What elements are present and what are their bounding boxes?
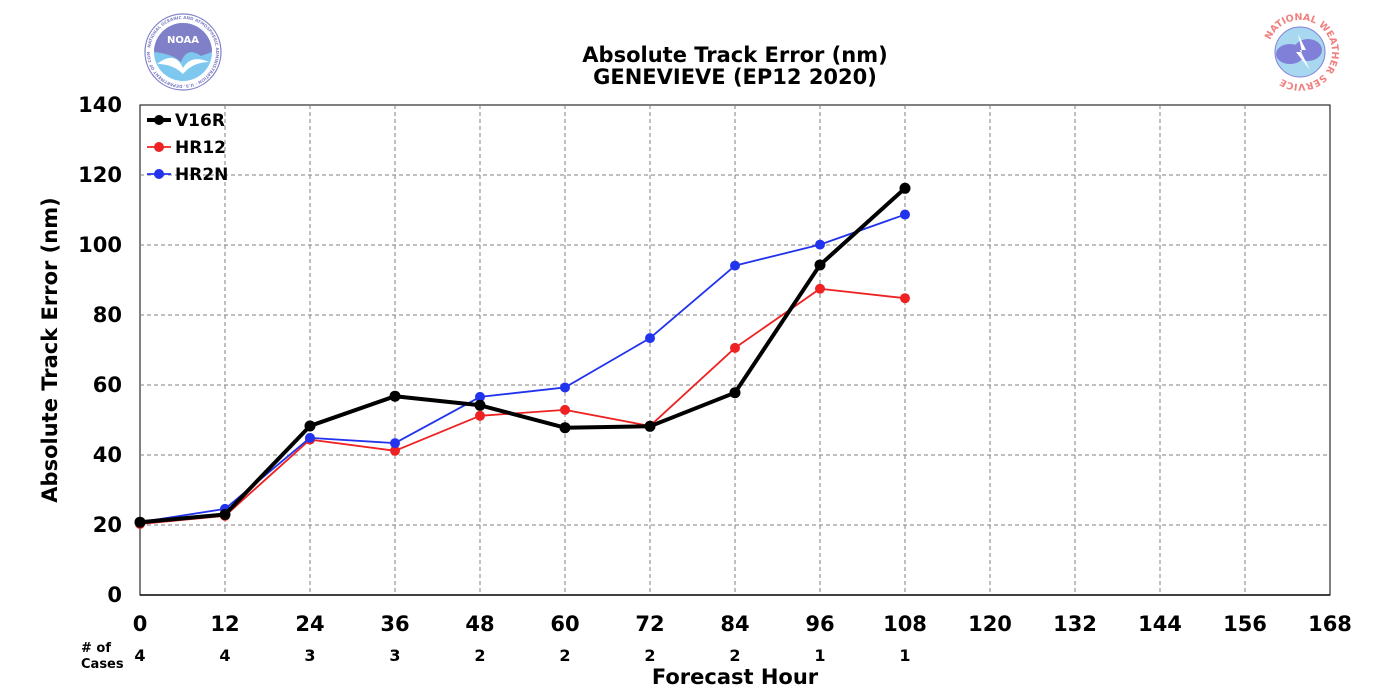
x-tick-label: 132 [1053,612,1097,636]
noaa-logo-text: NOAA [167,35,199,46]
chart-subtitle: GENEVIEVE (EP12 2020) [593,65,877,89]
y-tick-label: 40 [93,443,122,467]
series-hr2n [135,209,910,528]
data-point-hr2n [815,239,825,250]
legend: V16R HR12 HR2N [147,111,228,185]
x-tick-label: 48 [465,612,494,636]
data-point-hr2n [560,382,570,393]
cases-label-line1: # of [81,641,111,656]
data-point-hr2n [475,391,485,402]
data-point-v16r [134,516,146,528]
y-tick-label: 140 [78,93,122,117]
legend-swatch-marker [154,142,164,152]
data-point-hr12 [390,445,400,456]
y-tick-labels: 0 20 40 60 80 100 120 140 [78,93,122,607]
x-tick-label: 168 [1308,612,1352,636]
case-count: 1 [899,646,910,665]
x-tick-labels: 0 12 24 36 48 60 72 84 96 108 120 132 144 156 168 [133,612,1352,636]
series-line-v16r [139,186,907,525]
nws-logo-lightning-icon [1296,34,1310,70]
case-count: 2 [474,646,485,665]
series-line-hr12 [139,287,906,525]
series-lines [134,182,911,529]
cases-label-line2: Cases [81,657,124,672]
case-count: 2 [729,646,740,665]
case-count: 2 [559,646,570,665]
data-point-v16r [389,390,401,402]
data-point-hr12 [815,283,825,294]
legend-item-v16r: V16R [147,111,225,131]
legend-item-hr12: HR12 [147,138,226,158]
data-point-v16r [814,259,826,271]
x-axis-label: Forecast Hour [652,665,819,689]
data-point-hr12 [730,342,740,353]
x-tick-label: 60 [550,612,579,636]
data-point-hr2n [390,438,400,449]
y-tick-label: 100 [78,233,122,257]
y-axis-label: Absolute Track Error (nm) [38,197,62,502]
legend-swatch-marker [154,115,164,125]
legend-label: HR2N [175,165,228,185]
x-tick-label: 96 [805,612,834,636]
series-line-hr2n [139,213,906,524]
x-tick-label: 0 [133,612,148,636]
legend-label: HR12 [175,138,226,158]
data-point-v16r [304,420,316,432]
data-point-v16r [644,420,656,432]
noaa-logo: NATIONAL OCEANIC AND ATMOSPHERIC ADMINIS… [144,13,222,91]
legend-label: V16R [175,111,225,131]
data-point-hr2n [730,260,740,271]
data-point-hr12 [560,404,570,415]
x-tick-label: 84 [720,612,749,636]
x-tick-label: 24 [295,612,324,636]
data-point-hr2n [645,333,655,344]
data-point-hr12 [900,293,910,304]
y-tick-label: 0 [107,583,122,607]
x-tick-label: 12 [210,612,239,636]
y-tick-label: 120 [78,163,122,187]
cases-counts: 4 4 3 3 2 2 2 2 1 1 [134,646,910,665]
y-tick-label: 60 [93,373,122,397]
noaa-logo-bird-icon [157,57,209,74]
series-v16r [134,182,911,528]
data-point-v16r [559,422,571,434]
y-tick-label: 80 [93,303,122,327]
data-point-v16r [899,182,911,194]
nws-logo: NATIONAL WEATHER SERVICE [1263,12,1340,92]
data-point-hr12 [475,410,485,421]
case-count: 3 [304,646,315,665]
data-point-hr2n [900,209,910,220]
x-tick-label: 108 [883,612,927,636]
x-tick-label: 156 [1223,612,1267,636]
legend-item-hr2n: HR2N [147,165,228,185]
data-point-v16r [729,387,741,399]
data-point-v16r [219,509,231,520]
x-tick-label: 72 [635,612,664,636]
noaa-logo-upper [154,23,212,62]
y-tick-label: 20 [93,513,122,537]
case-count: 4 [219,646,230,665]
data-point-hr2n [305,432,315,443]
legend-swatch-marker [154,169,164,179]
chart-title: Absolute Track Error (nm) [582,43,887,67]
data-point-v16r [474,399,486,411]
case-count: 4 [134,646,145,665]
x-tick-label: 144 [1138,612,1182,636]
nws-logo-cloud-icon-2 [1294,39,1322,61]
x-tick-label: 36 [380,612,409,636]
case-count: 1 [814,646,825,665]
x-tick-label: 120 [968,612,1012,636]
case-count: 3 [389,646,400,665]
case-count: 2 [644,646,655,665]
